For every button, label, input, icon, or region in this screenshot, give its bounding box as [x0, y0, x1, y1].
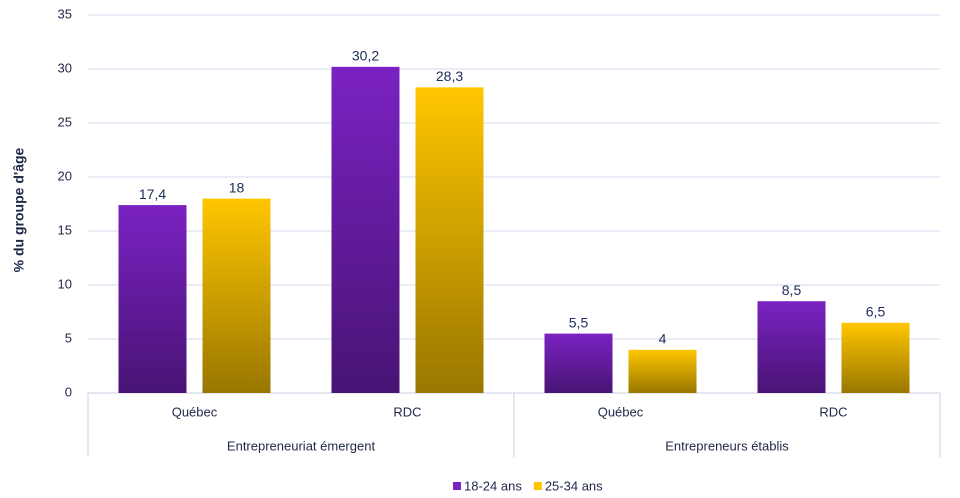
data-label: 18 — [229, 179, 245, 195]
group-label: Entrepreneuriat émergent — [227, 438, 376, 453]
bar — [331, 66, 400, 393]
x-tick-label: Québec — [172, 404, 218, 419]
x-tick-label: RDC — [819, 404, 847, 419]
y-tick-label: 0 — [65, 384, 72, 399]
bar — [544, 333, 613, 393]
data-label: 5,5 — [569, 314, 589, 330]
y-tick-label: 15 — [58, 222, 72, 237]
data-label: 4 — [659, 331, 667, 347]
y-axis-label: % du groupe d'âge — [11, 147, 27, 272]
data-label: 28,3 — [436, 68, 463, 84]
y-tick-label: 5 — [65, 330, 72, 345]
bar — [118, 205, 187, 393]
x-tick-label: Québec — [598, 404, 644, 419]
legend-label: 18-24 ans — [464, 478, 522, 493]
data-label: 17,4 — [139, 186, 166, 202]
bar — [757, 301, 826, 393]
y-tick-label: 30 — [58, 60, 72, 75]
bar — [415, 87, 484, 394]
data-label: 6,5 — [866, 304, 886, 320]
y-tick-label: 25 — [58, 114, 72, 129]
group-label: Entrepreneurs établis — [665, 438, 789, 453]
x-tick-label: RDC — [393, 404, 421, 419]
bar — [202, 198, 271, 393]
legend-swatch — [453, 482, 461, 490]
data-label: 8,5 — [782, 282, 802, 298]
bar — [841, 322, 910, 393]
bar — [628, 349, 697, 393]
data-label: 30,2 — [352, 48, 379, 64]
legend-label: 25-34 ans — [545, 478, 603, 493]
y-tick-label: 35 — [58, 6, 72, 21]
y-tick-label: 10 — [58, 276, 72, 291]
y-tick-label: 20 — [58, 168, 72, 183]
legend-swatch — [533, 482, 542, 490]
